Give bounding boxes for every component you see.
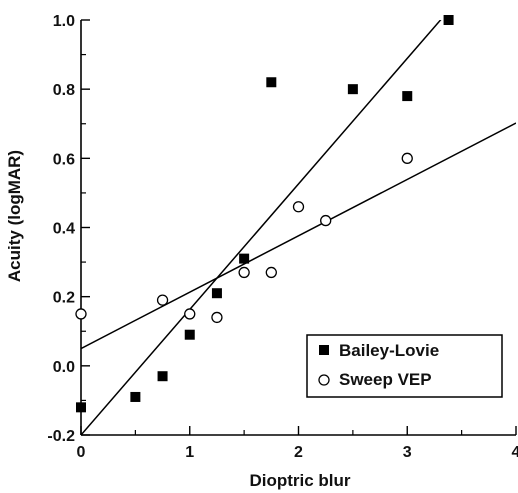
- fit-line-sweep-vep: [81, 122, 516, 350]
- x-tick-label: 2: [294, 444, 303, 461]
- point-bailey-lovie: [239, 253, 250, 264]
- legend-label-bailey-lovie: Bailey-Lovie: [339, 341, 439, 360]
- point-sweep-vep: [211, 311, 223, 324]
- x-tick-label: 3: [403, 444, 412, 461]
- legend-marker-bailey-lovie: [319, 345, 329, 355]
- x-axis-title: Dioptric blur: [249, 471, 350, 490]
- point-sweep-vep: [292, 201, 305, 213]
- y-tick-label: 0.2: [53, 290, 75, 307]
- point-sweep-vep: [156, 294, 169, 306]
- point-bailey-lovie: [347, 84, 358, 95]
- legend-marker-sweep-vep: [318, 374, 330, 386]
- y-tick-label: 0.4: [53, 221, 75, 238]
- fit-line-bailey-lovie: [81, 20, 442, 435]
- fit-lines: [81, 20, 516, 435]
- point-bailey-lovie: [211, 288, 222, 299]
- point-sweep-vep: [401, 152, 413, 164]
- point-sweep-vep: [265, 266, 277, 279]
- point-bailey-lovie: [184, 329, 195, 340]
- point-bailey-lovie: [266, 77, 277, 88]
- y-tick-label: -0.2: [47, 428, 75, 445]
- point-sweep-vep: [320, 214, 332, 227]
- point-sweep-vep: [75, 308, 87, 320]
- point-bailey-lovie: [402, 91, 413, 102]
- y-axis-title: Acuity (logMAR): [5, 150, 24, 282]
- x-tick-label: 0: [77, 444, 86, 461]
- x-tick-label: 4: [512, 444, 518, 461]
- point-sweep-vep: [184, 308, 196, 320]
- legend: Bailey-Lovie Sweep VEP: [306, 334, 503, 398]
- point-sweep-vep: [238, 266, 250, 279]
- x-tick-label: 1: [185, 444, 194, 461]
- legend-box: [306, 334, 503, 398]
- y-tick-label: 0.0: [53, 359, 75, 376]
- data-markers: [75, 15, 454, 413]
- point-bailey-lovie: [130, 391, 141, 402]
- legend-label-sweep-vep: Sweep VEP: [339, 370, 432, 389]
- point-bailey-lovie: [157, 371, 168, 382]
- axis-ticks: -0.2 0.0 0.2 0.4 0.6 0.8 1.0 0 1 2 3 4: [47, 13, 518, 461]
- point-bailey-lovie: [76, 402, 86, 413]
- y-tick-label: 0.6: [53, 151, 75, 168]
- point-bailey-lovie: [443, 15, 454, 25]
- y-tick-label: 0.8: [53, 82, 75, 99]
- y-tick-label: 1.0: [53, 13, 75, 30]
